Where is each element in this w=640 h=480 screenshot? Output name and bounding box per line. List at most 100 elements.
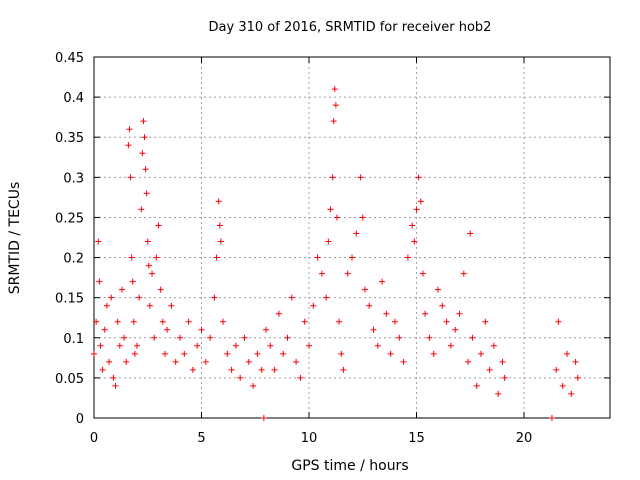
data-point xyxy=(271,366,278,373)
data-point xyxy=(139,150,146,157)
data-point xyxy=(155,222,162,229)
data-point xyxy=(413,206,420,213)
data-point xyxy=(404,254,411,261)
data-point xyxy=(572,358,579,365)
data-point xyxy=(374,342,381,349)
data-point xyxy=(157,286,164,293)
data-point xyxy=(499,358,506,365)
data-point xyxy=(144,238,151,245)
data-point xyxy=(189,366,196,373)
x-tick-label: 0 xyxy=(90,431,98,446)
data-point xyxy=(125,142,132,149)
data-point xyxy=(422,310,429,317)
data-point xyxy=(103,302,110,309)
data-point xyxy=(146,302,153,309)
data-point xyxy=(338,350,345,357)
data-point xyxy=(331,86,338,93)
data-point xyxy=(228,366,235,373)
data-point xyxy=(241,334,248,341)
data-point xyxy=(323,294,330,301)
chart-title: Day 310 of 2016, SRMTID for receiver hob… xyxy=(209,20,492,35)
data-point xyxy=(478,350,484,357)
data-point xyxy=(108,294,115,301)
data-point xyxy=(456,310,463,317)
data-point xyxy=(213,254,220,261)
data-point xyxy=(396,334,403,341)
data-point xyxy=(106,358,113,365)
y-tick-label: 0.3 xyxy=(63,171,84,186)
y-tick-label: 0.35 xyxy=(55,131,84,146)
data-point xyxy=(370,326,377,333)
y-tick-label: 0.15 xyxy=(55,292,84,307)
data-point xyxy=(332,102,339,109)
data-point xyxy=(194,342,201,349)
data-point xyxy=(318,270,325,277)
data-point xyxy=(95,238,102,245)
data-point xyxy=(99,366,106,373)
data-point xyxy=(140,118,147,125)
data-point xyxy=(559,382,566,389)
data-point xyxy=(127,174,134,181)
data-point xyxy=(131,350,138,357)
data-point xyxy=(293,358,300,365)
data-point xyxy=(495,390,502,397)
data-point xyxy=(314,254,321,261)
data-point xyxy=(136,294,143,301)
x-tick-label: 15 xyxy=(408,431,425,446)
data-point xyxy=(237,374,244,381)
data-point xyxy=(460,270,467,277)
data-point xyxy=(202,358,209,365)
data-point xyxy=(159,318,166,325)
data-point xyxy=(164,326,171,333)
data-point xyxy=(110,374,117,381)
data-point xyxy=(181,350,188,357)
data-point xyxy=(267,342,274,349)
data-point xyxy=(101,326,108,333)
data-point xyxy=(198,326,205,333)
y-tick-label: 0.05 xyxy=(55,372,84,387)
data-point xyxy=(250,382,257,389)
y-tick-label: 0.45 xyxy=(55,51,84,66)
data-point xyxy=(387,350,394,357)
data-point xyxy=(490,342,497,349)
data-point xyxy=(306,342,312,349)
data-point xyxy=(141,134,148,141)
y-tick-label: 0 xyxy=(76,412,84,427)
data-point xyxy=(426,334,433,341)
data-point xyxy=(435,286,441,293)
data-point xyxy=(310,302,317,309)
data-point xyxy=(327,206,334,213)
data-point xyxy=(564,350,570,357)
data-point xyxy=(330,118,337,125)
data-point xyxy=(224,350,231,357)
data-point xyxy=(411,238,418,245)
data-point xyxy=(361,286,368,293)
data-point xyxy=(116,342,123,349)
data-point xyxy=(465,358,472,365)
x-axis-label: GPS time / hours xyxy=(291,458,408,474)
y-tick-label: 0.1 xyxy=(63,332,84,347)
data-point xyxy=(555,318,562,325)
data-point xyxy=(409,222,416,229)
data-point xyxy=(130,318,137,325)
data-point xyxy=(574,374,581,381)
data-point xyxy=(254,350,261,357)
data-point xyxy=(161,350,168,357)
data-point xyxy=(548,415,555,421)
data-point xyxy=(280,350,287,357)
data-point xyxy=(353,230,360,237)
data-point xyxy=(216,222,223,229)
data-point xyxy=(325,238,332,245)
data-point xyxy=(284,334,291,341)
data-point xyxy=(151,334,158,341)
data-point xyxy=(275,310,282,317)
data-point xyxy=(149,270,156,277)
data-point xyxy=(501,374,508,381)
data-point xyxy=(232,342,239,349)
data-point xyxy=(207,334,214,341)
data-point xyxy=(138,206,145,213)
data-point xyxy=(553,366,560,373)
data-point xyxy=(126,126,133,133)
data-point xyxy=(447,342,454,349)
